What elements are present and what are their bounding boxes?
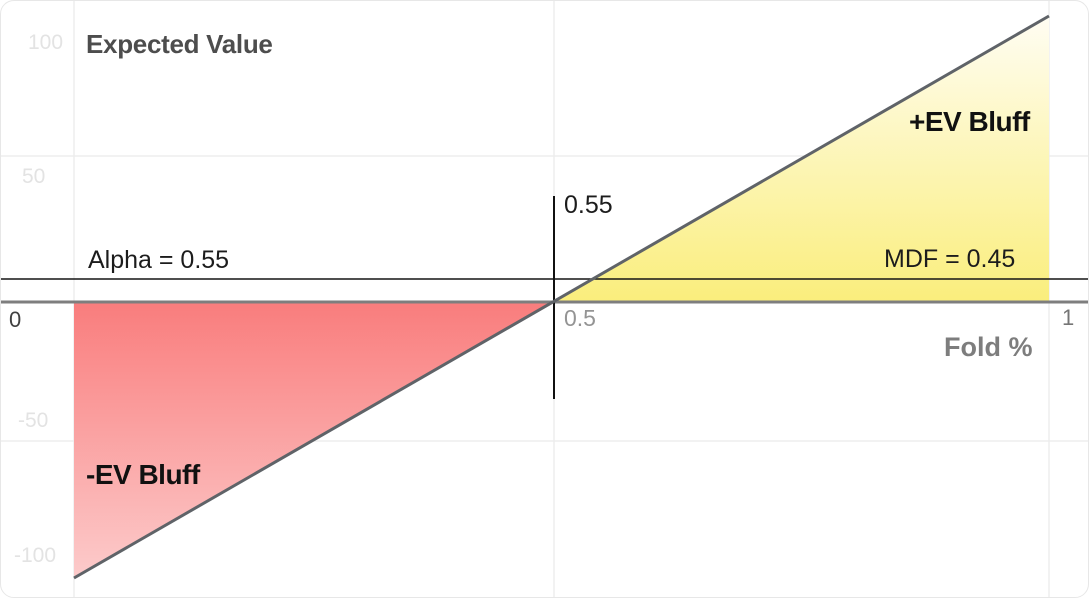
ev-line	[73, 14, 1050, 580]
